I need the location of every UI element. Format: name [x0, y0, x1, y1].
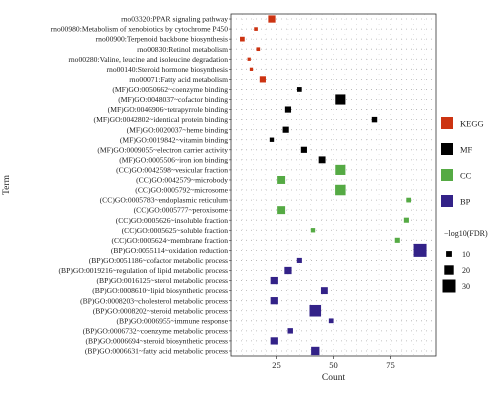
data-point — [296, 87, 302, 92]
size-legend-marker — [442, 279, 456, 293]
data-point — [394, 237, 400, 243]
data-point — [296, 257, 302, 263]
data-point — [256, 47, 261, 52]
term-label: (MF)GO:0042802~identical protein binding — [94, 115, 229, 124]
data-point — [240, 36, 245, 42]
data-point — [282, 126, 289, 133]
term-label: (BP)GO:0006694~steroid biosynthetic proc… — [86, 337, 229, 346]
term-label: (CC)GO:0005624~membrane fraction — [111, 236, 228, 245]
x-tick-label: 50 — [329, 360, 338, 370]
x-tick-label: 75 — [386, 360, 395, 370]
data-point — [300, 146, 307, 153]
term-label: (BP)GO:0006732~coenzyme metabolic proces… — [83, 326, 228, 335]
term-label: (CC)GO:0005625~soluble fraction — [122, 226, 229, 235]
size-legend-label: 10 — [462, 250, 470, 259]
term-label: (BP)GO:0006955~immune response — [117, 316, 229, 325]
data-point — [335, 164, 346, 175]
data-point — [371, 116, 378, 123]
data-points — [240, 15, 427, 356]
data-point — [287, 328, 293, 334]
term-label: (BP)GO:0008610~lipid biosynthetic proces… — [92, 286, 228, 295]
term-label: (BP)GO:0008203~cholesterol metabolic pro… — [80, 296, 228, 305]
term-label: (MF)GO:0009055~electron carrier activity — [97, 145, 228, 154]
term-label: (CC)GO:0005783~endoplasmic reticulum — [100, 196, 228, 205]
term-label: (CC)GO:0042579~microbody — [136, 176, 228, 185]
term-label: (CC)GO:0005626~insoluble fraction — [116, 216, 229, 225]
term-label: (BP)GO:0019216~regulation of lipid metab… — [59, 266, 228, 275]
data-point — [259, 76, 266, 83]
legend-swatch-bp — [441, 195, 453, 207]
size-legend-title: −log10(FDR) — [444, 229, 488, 238]
data-point — [247, 57, 251, 61]
data-point — [335, 94, 346, 105]
term-label: (MF)GO:0050662~coenzyme binding — [112, 85, 228, 94]
legend-label: MF — [460, 145, 473, 155]
legend-label: CC — [460, 171, 472, 181]
x-axis-title: Count — [322, 373, 346, 383]
y-axis-title: Term — [2, 174, 12, 195]
term-label: rno00900:Terpenoid backbone biosynthesis — [96, 35, 228, 44]
term-label: (MF)GO:0005506~iron ion binding — [119, 155, 228, 164]
size-legend-marker — [444, 265, 454, 275]
data-point — [254, 27, 258, 31]
term-label: (BP)GO:0008202~steroid metabolic process — [93, 306, 228, 315]
legend-label: KEGG — [460, 119, 484, 129]
data-point — [270, 276, 278, 285]
legend-swatch-mf — [441, 143, 453, 155]
legend: KEGG MF CC BP −log10(FDR) 10 20 30 — [441, 117, 488, 293]
dotted-grid — [231, 14, 436, 356]
legend-swatch-cc — [441, 169, 453, 181]
data-point — [406, 197, 412, 203]
data-point — [413, 243, 427, 257]
term-label: (CC)GO:0005792~microsome — [135, 186, 228, 195]
data-point — [270, 297, 278, 305]
term-label: rno00071:Fatty acid metabolism — [129, 75, 228, 84]
data-point — [318, 156, 326, 164]
term-label: (BP)GO:0016125~sterol metabolic process — [97, 276, 229, 285]
size-legend-label: 30 — [462, 282, 470, 291]
legend-label: BP — [460, 197, 471, 207]
data-point — [270, 337, 278, 345]
data-point — [284, 266, 292, 275]
x-tick-label: 25 — [272, 360, 281, 370]
term-label: (MF)GO:0048037~cofactor binding — [118, 95, 228, 104]
data-point — [335, 184, 346, 196]
term-label: (MF)GO:0020037~heme binding — [127, 125, 229, 134]
data-point — [284, 106, 292, 113]
size-legend-marker — [446, 251, 452, 257]
term-label: (BP)GO:0051186~cofactor metabolic proces… — [89, 256, 228, 265]
data-point — [311, 346, 320, 356]
term-label: (CC)GO:0042598~vesicular fraction — [116, 166, 228, 175]
size-legend-label: 20 — [462, 266, 470, 275]
data-point — [320, 287, 328, 295]
term-label: (MF)GO:0019842~vitamin binding — [120, 135, 228, 144]
term-label: rno00980:Metabolism of xenobiotics by cy… — [51, 25, 229, 34]
term-label: rno03320:PPAR signaling pathway — [121, 15, 228, 24]
x-axis: 25 50 75 — [272, 356, 395, 370]
term-label: rno00140:Steroid hormone biosynthesis — [107, 65, 229, 74]
term-label: (MF)GO:0046906~tetrapyrrole binding — [108, 105, 229, 114]
data-point — [403, 217, 409, 223]
data-point — [277, 175, 286, 184]
term-label: (BP)GO:0006631~fatty acid metabolic proc… — [85, 347, 228, 356]
data-point — [249, 67, 254, 71]
data-point — [277, 206, 286, 215]
data-point — [269, 137, 275, 142]
data-point — [309, 304, 322, 317]
term-label: rno00280:Valine, leucine and isoleucine … — [68, 55, 228, 64]
data-point — [268, 15, 276, 23]
term-label: (CC)GO:0005777~peroxisome — [134, 206, 229, 215]
term-label: (BP)GO:0055114~oxidation reduction — [111, 246, 228, 255]
data-point — [310, 228, 316, 233]
legend-swatch-kegg — [441, 117, 453, 129]
term-label: rno00830:Retinol metabolism — [137, 45, 228, 54]
data-point — [328, 318, 334, 324]
term-labels: rno03320:PPAR signaling pathwayrno00980:… — [51, 15, 231, 356]
